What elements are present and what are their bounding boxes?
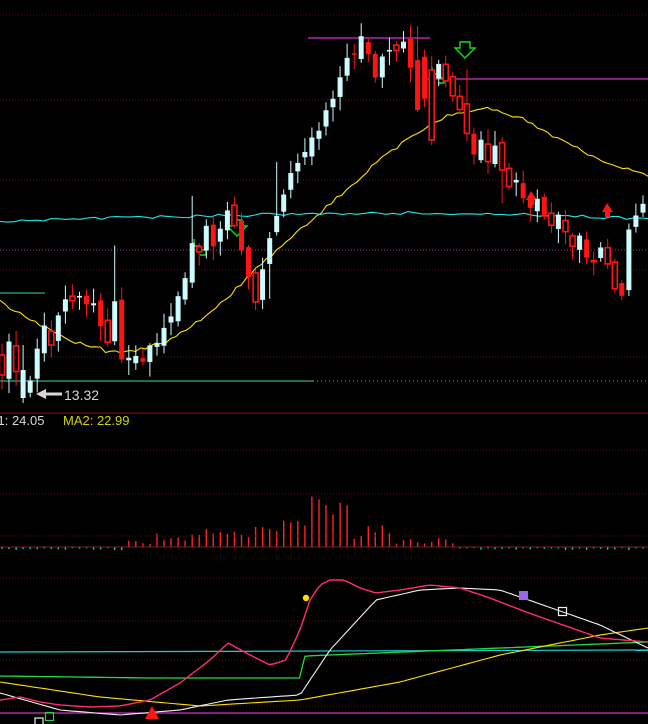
svg-text:MA2: 22.99: MA2: 22.99 [63,413,130,428]
svg-text:13.32: 13.32 [64,387,99,403]
svg-text:MA1: 24.05: MA1: 24.05 [0,413,45,428]
